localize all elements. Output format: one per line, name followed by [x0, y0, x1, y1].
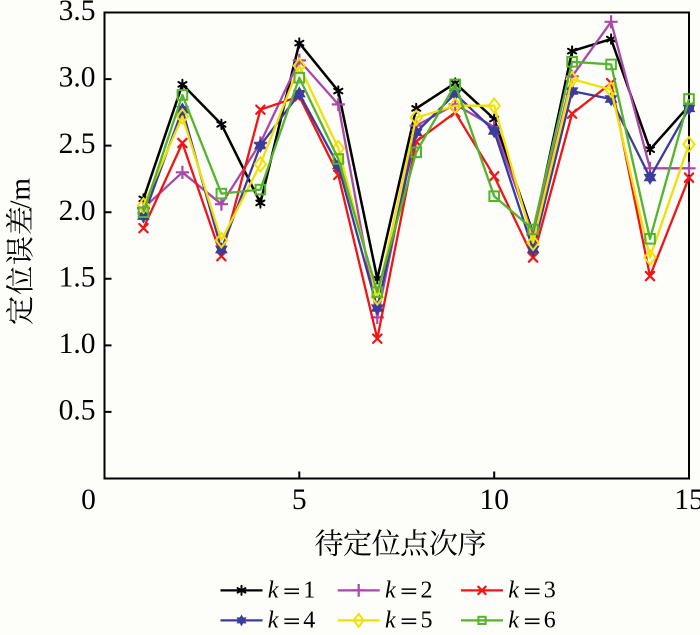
svg-text:1.0: 1.0 [59, 328, 96, 360]
svg-text:2: 2 [421, 578, 433, 604]
svg-text:10: 10 [479, 484, 509, 516]
svg-text:15: 15 [674, 484, 700, 516]
svg-text:3: 3 [544, 578, 556, 604]
svg-text:k: k [508, 578, 519, 604]
svg-text:0: 0 [81, 484, 96, 516]
svg-text:3.0: 3.0 [59, 62, 96, 94]
svg-text:k: k [385, 578, 396, 604]
svg-text:1: 1 [303, 578, 315, 604]
svg-text:k: k [268, 608, 279, 631]
svg-text:k: k [268, 578, 279, 604]
svg-text:6: 6 [544, 608, 556, 631]
svg-text:2.5: 2.5 [59, 128, 96, 160]
svg-text:5: 5 [421, 608, 433, 631]
svg-text:3.5: 3.5 [59, 0, 96, 27]
svg-text:1.5: 1.5 [59, 261, 96, 293]
svg-text:/m: /m [5, 177, 37, 208]
svg-text:k: k [508, 608, 519, 631]
svg-text:4: 4 [303, 608, 315, 631]
svg-text:0.5: 0.5 [59, 395, 96, 427]
svg-text:2.0: 2.0 [59, 195, 96, 227]
svg-text:5: 5 [292, 484, 307, 516]
svg-text:k: k [385, 608, 396, 631]
